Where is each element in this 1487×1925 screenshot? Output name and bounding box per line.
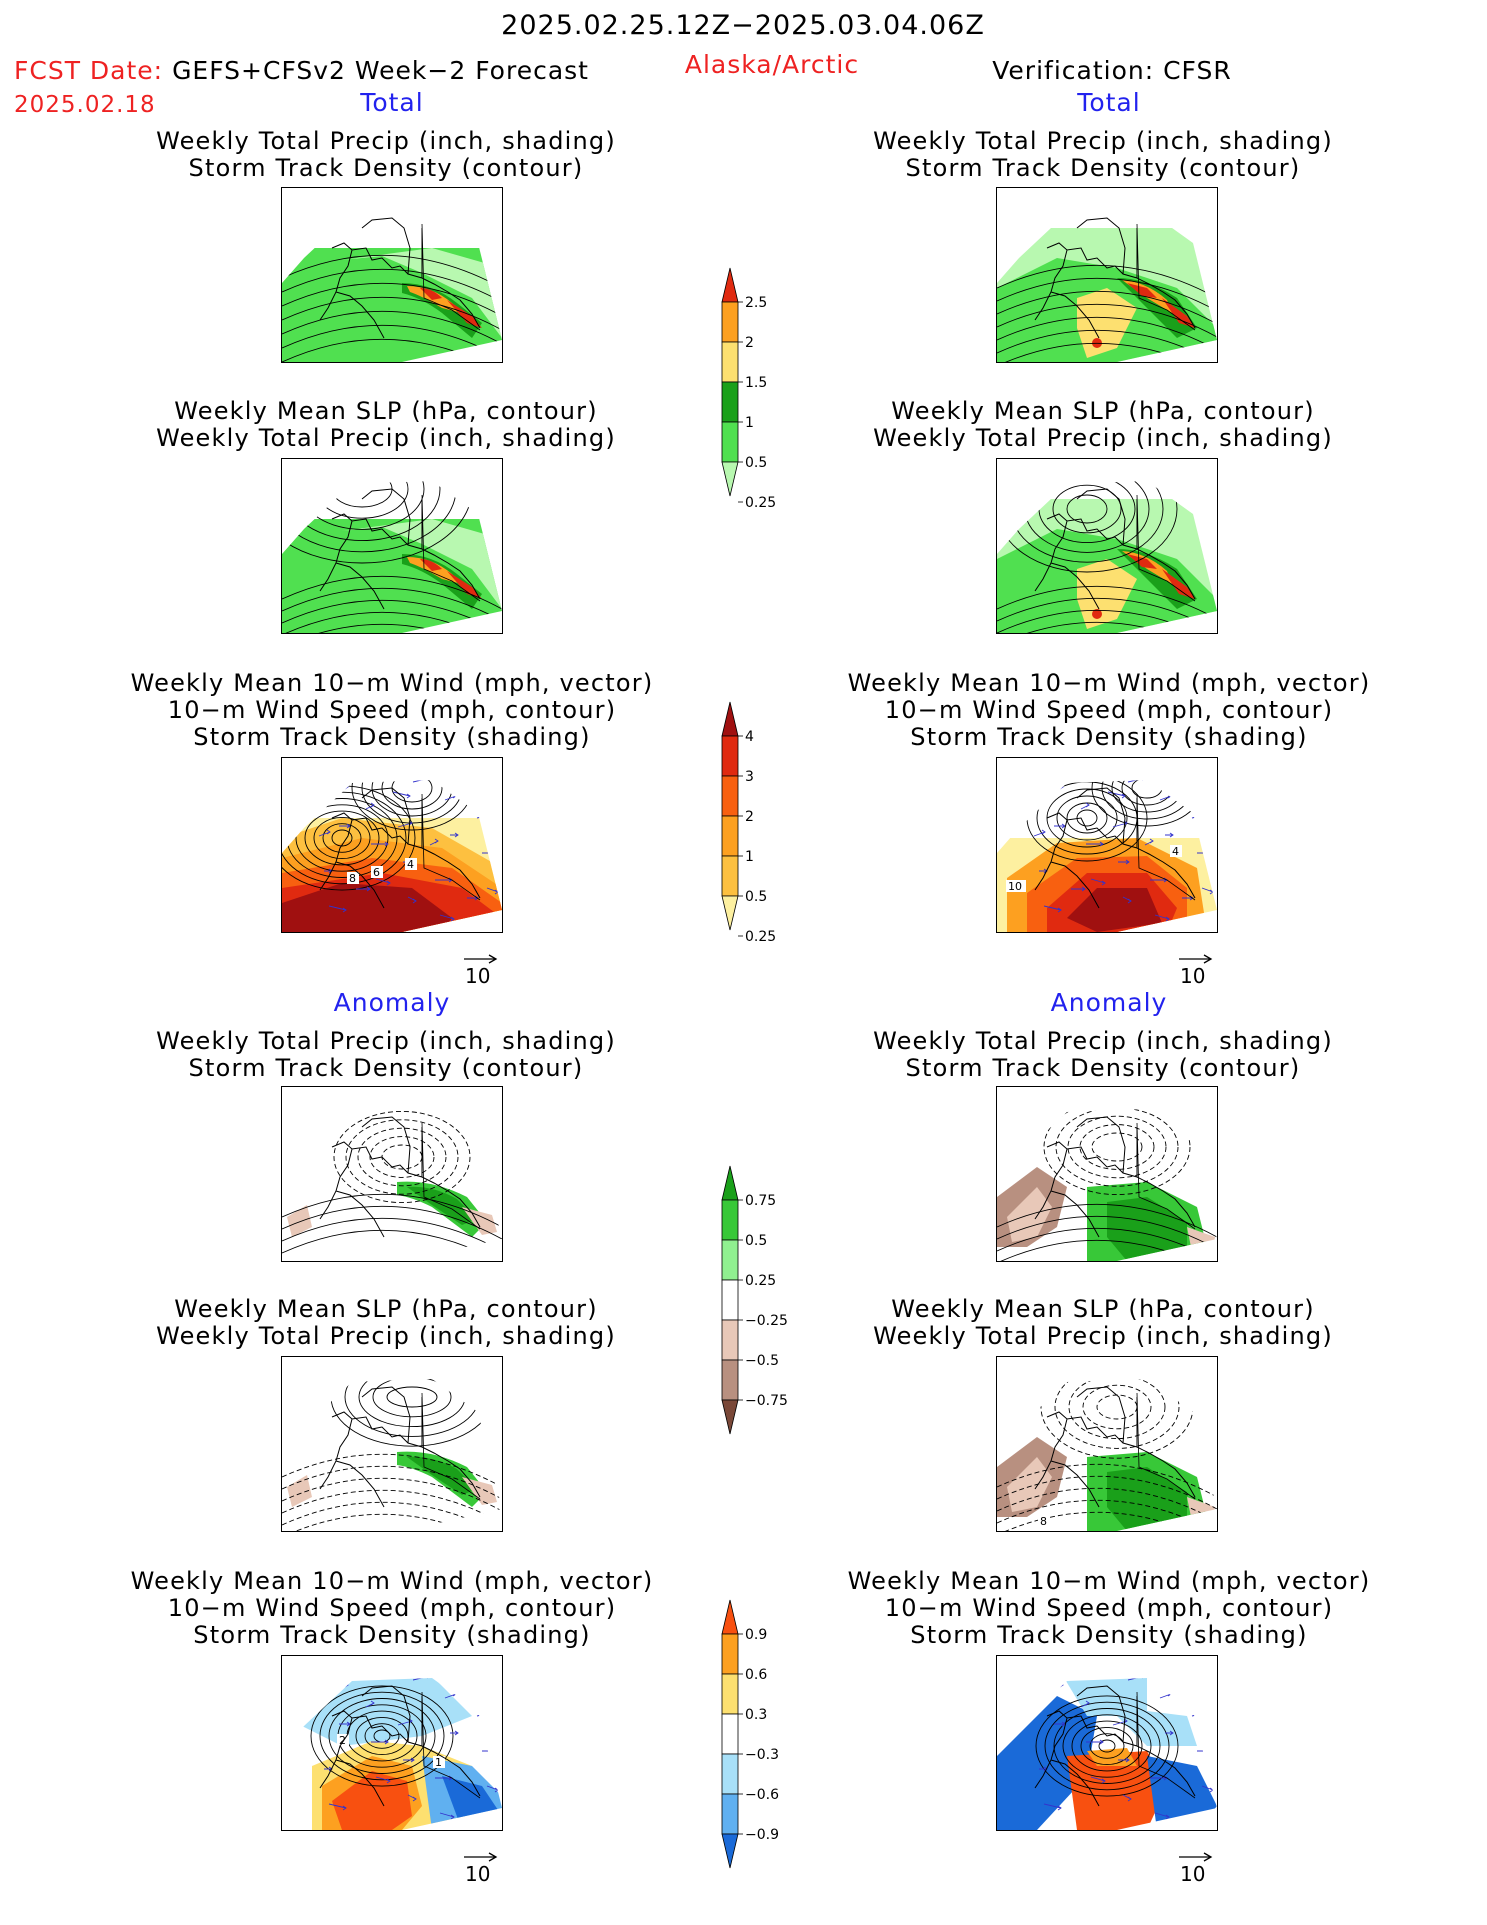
colorbar-tick-label: 4 — [745, 729, 754, 745]
colorbar-tick-label: 2 — [745, 809, 754, 825]
vector-reference-label: 10 — [1180, 964, 1206, 988]
fcst-date-row: FCST Date: GEFS+CFSv2 Week−2 Forecast — [14, 56, 589, 85]
colorbar-tick-label: 1.5 — [745, 375, 767, 391]
vector-arrow-icon — [1179, 1852, 1213, 1862]
vector-reference-label: 10 — [1180, 1862, 1206, 1886]
region-label: Alaska/Arctic — [684, 50, 860, 79]
colorbar-tick-label: 0.75 — [745, 1193, 776, 1209]
colorbar-tick-label: 0.5 — [745, 889, 767, 905]
colorbar-tick-label: 2.5 — [745, 295, 767, 311]
vector-arrow-icon — [464, 954, 498, 964]
title-obs-anom-precip: Weekly Total Precip (inch, shading) Stor… — [873, 1027, 1333, 1082]
map-fcst-total-wind: 8 6 4 — [281, 757, 503, 933]
colorbar-precip-total: 2.5 2 1.5 1 0.5 0.25 — [721, 267, 812, 511]
colorbar-tick-label: 3 — [745, 769, 754, 785]
contour-label: 4 — [1172, 845, 1179, 858]
map-obs-anom-precip — [996, 1086, 1218, 1262]
colorbar-tick-label: 2 — [745, 335, 754, 351]
colorbar-tick-label: −0.25 — [745, 1313, 788, 1329]
title-fcst-anom-wind: Weekly Mean 10−m Wind (mph, vector) 10−m… — [130, 1567, 654, 1649]
title-obs-total-slp: Weekly Mean SLP (hPa, contour) Weekly To… — [873, 397, 1333, 452]
colorbar-track-anom: 0.9 0.6 0.3 −0.3 −0.6 −0.9 — [721, 1599, 812, 1870]
colorbar-tick-label: 0.9 — [745, 1627, 767, 1643]
contour-label: 2 — [339, 1734, 346, 1747]
section-anomaly-right: Anomaly — [1050, 988, 1168, 1017]
contour-label: 4 — [407, 858, 414, 871]
title-fcst-total-slp: Weekly Mean SLP (hPa, contour) Weekly To… — [156, 397, 616, 452]
contour-label: 1 — [435, 1756, 442, 1769]
vector-arrow-icon — [464, 1852, 498, 1862]
map-obs-anom-wind — [996, 1655, 1218, 1831]
contour-label: 6 — [373, 866, 380, 879]
map-fcst-total-slp — [281, 458, 503, 634]
title-obs-anom-slp: Weekly Mean SLP (hPa, contour) Weekly To… — [873, 1295, 1333, 1350]
vector-arrow-icon — [1179, 954, 1213, 964]
contour-label: 10 — [1008, 880, 1022, 893]
contour-label: 8 — [349, 872, 356, 885]
colorbar-tick-label: −0.6 — [745, 1787, 779, 1803]
colorbar-tick-label: 0.25 — [745, 495, 776, 511]
vector-reference-4: 10 — [1179, 1852, 1213, 1886]
vector-reference-label: 10 — [465, 964, 491, 988]
title-fcst-total-precip: Weekly Total Precip (inch, shading) Stor… — [156, 127, 616, 182]
valid-period-title: 2025.02.25.12Z−2025.03.04.06Z — [501, 10, 985, 41]
colorbar-tick-label: 1 — [745, 415, 754, 431]
title-obs-total-precip: Weekly Total Precip (inch, shading) Stor… — [873, 127, 1333, 182]
colorbar-tick-label: −0.9 — [745, 1827, 779, 1843]
map-fcst-total-precip — [281, 187, 503, 363]
map-obs-anom-slp: 8 — [996, 1356, 1218, 1532]
section-total-right: Total — [1077, 88, 1141, 117]
section-anomaly-left: Anomaly — [333, 988, 451, 1017]
colorbar-tick-label: 0.6 — [745, 1667, 767, 1683]
colorbar-tick-label: −0.75 — [745, 1393, 788, 1409]
map-fcst-anom-slp — [281, 1356, 503, 1532]
colorbar-tick-label: 0.25 — [745, 929, 776, 945]
colorbar-tick-label: 0.25 — [745, 1273, 776, 1289]
map-obs-total-precip — [996, 187, 1218, 363]
colorbar-tick-label: 0.3 — [745, 1707, 767, 1723]
vector-reference-3: 10 — [464, 1852, 498, 1886]
map-fcst-anom-precip — [281, 1086, 503, 1262]
fcst-date: 2025.02.18 — [14, 92, 156, 118]
colorbar-tick-label: 0.5 — [745, 1233, 767, 1249]
contour-label: 8 — [1040, 1515, 1047, 1528]
title-fcst-total-wind: Weekly Mean 10−m Wind (mph, vector) 10−m… — [130, 669, 654, 751]
colorbar-tick-label: −0.3 — [745, 1747, 779, 1763]
fcst-model: GEFS+CFSv2 Week−2 Forecast — [172, 56, 589, 85]
vector-reference-1: 10 — [464, 954, 498, 988]
title-fcst-anom-precip: Weekly Total Precip (inch, shading) Stor… — [156, 1027, 616, 1082]
map-obs-total-slp — [996, 458, 1218, 634]
colorbar-precip-anom: 0.75 0.5 0.25 −0.25 −0.5 −0.75 — [721, 1165, 812, 1436]
title-fcst-anom-slp: Weekly Mean SLP (hPa, contour) Weekly To… — [156, 1295, 616, 1350]
vector-reference-2: 10 — [1179, 954, 1213, 988]
colorbar-track-total: 4 3 2 1 0.5 0.25 — [721, 701, 812, 945]
title-obs-total-wind: Weekly Mean 10−m Wind (mph, vector) 10−m… — [847, 669, 1371, 751]
verification-label: Verification: CFSR — [992, 56, 1232, 85]
fcst-date-label: FCST Date: — [14, 56, 164, 85]
map-obs-total-wind: 10 4 — [996, 757, 1218, 933]
colorbar-tick-label: 0.5 — [745, 455, 767, 471]
title-obs-anom-wind: Weekly Mean 10−m Wind (mph, vector) 10−m… — [847, 1567, 1371, 1649]
section-total-left: Total — [360, 88, 424, 117]
colorbar-tick-label: −0.5 — [745, 1353, 779, 1369]
colorbar-tick-label: 1 — [745, 849, 754, 865]
vector-reference-label: 10 — [465, 1862, 491, 1886]
